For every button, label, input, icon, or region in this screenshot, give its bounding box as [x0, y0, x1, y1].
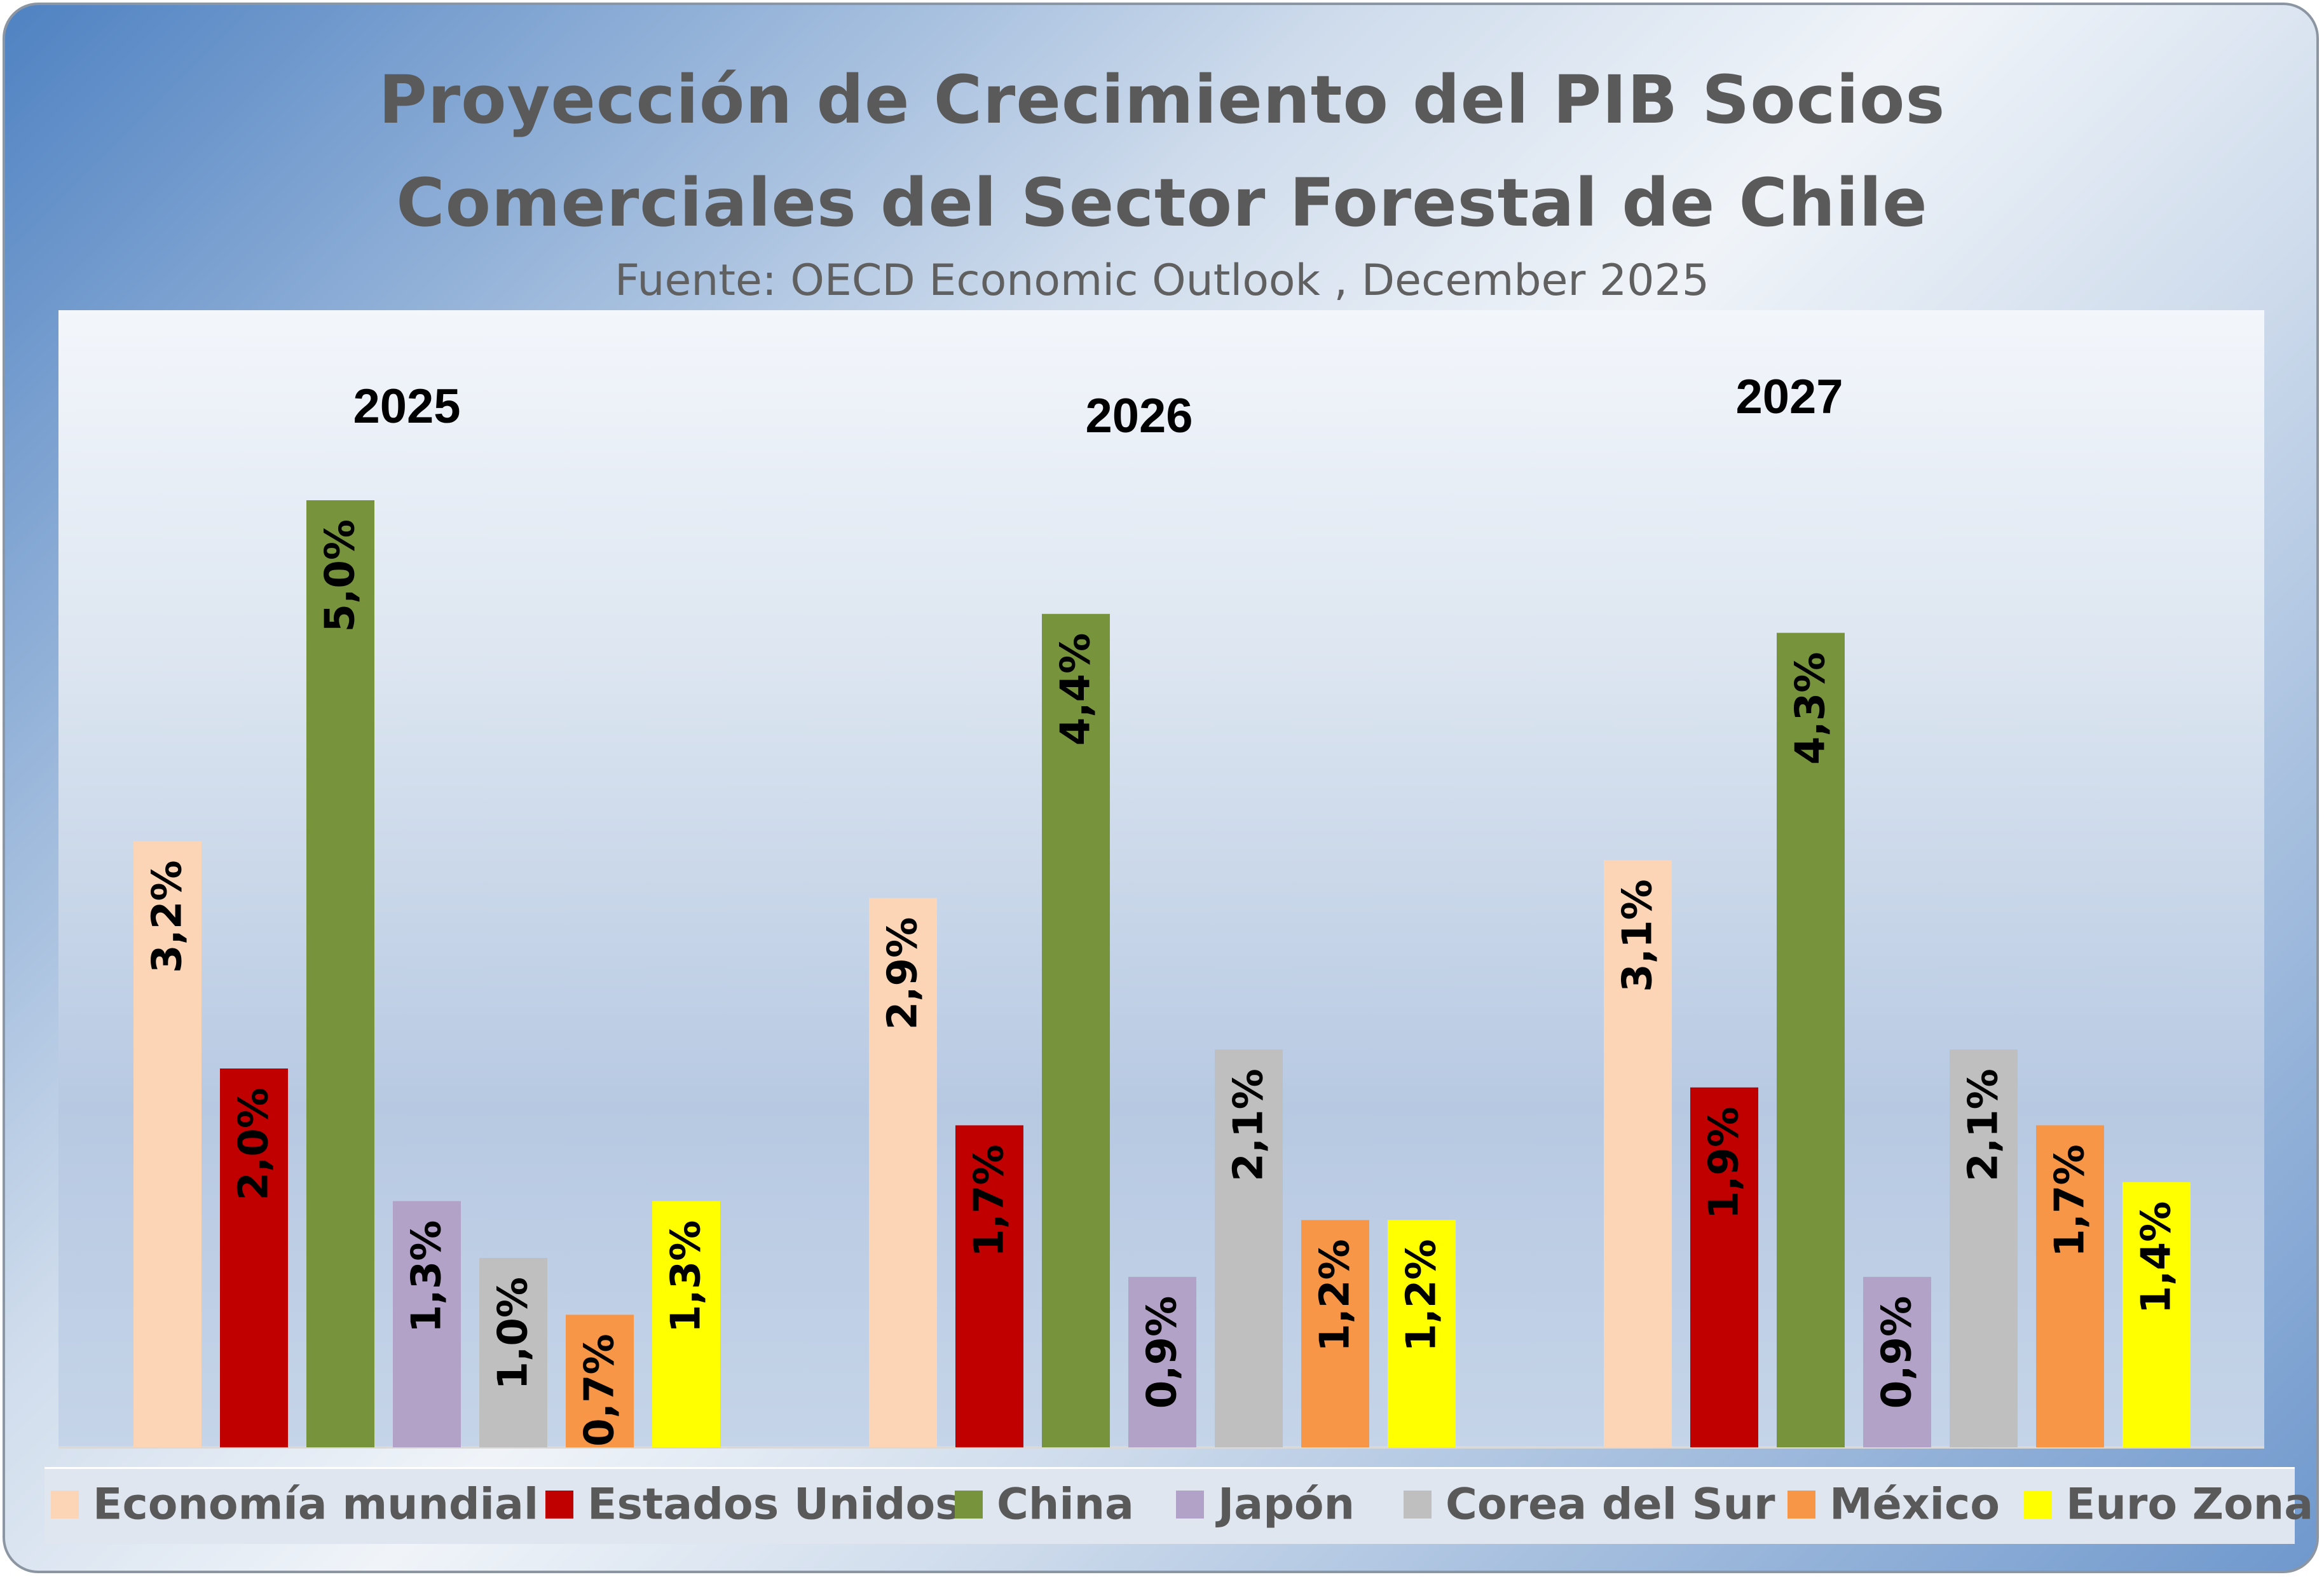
data-label-2026-euro-zona: 1,2% [1398, 1239, 1446, 1351]
data-label-2027-economía-mundial: 3,1% [1615, 879, 1662, 992]
chart-title-line-1: Proyección de Crecimiento del PIB Socios [378, 61, 1946, 139]
data-label-2026-economía-mundial: 2,9% [880, 917, 927, 1030]
bar-2025-china [306, 500, 374, 1447]
bar-2025-estados-unidos [220, 1068, 288, 1447]
bar-2026-economía-mundial [869, 898, 937, 1447]
year-label-2025: 2025 [353, 379, 460, 434]
legend-label-méxico: México [1829, 1480, 2000, 1530]
legend-swatch-economía-mundial [51, 1491, 79, 1519]
legend-swatch-méxico [1787, 1491, 1815, 1519]
bar-2027-estados-unidos [1690, 1087, 1758, 1447]
legend-swatch-japón [1176, 1491, 1204, 1519]
data-label-2027-china: 4,3% [1787, 652, 1835, 765]
data-label-2027-euro-zona: 1,4% [2133, 1201, 2180, 1314]
chart-subtitle: Fuente: OECD Economic Outlook , December… [614, 256, 1710, 306]
bar-2027-euro-zona [2122, 1182, 2191, 1447]
bar-2027-méxico [2036, 1125, 2104, 1447]
bar-2027-china [1777, 632, 1845, 1447]
legend-swatch-euro-zona [2024, 1491, 2052, 1519]
data-label-2025-estados-unidos: 2,0% [231, 1088, 278, 1201]
bar-2026-japón [1128, 1276, 1196, 1447]
bar-2027-economía-mundial [1604, 860, 1672, 1447]
bar-2025-méxico [566, 1314, 634, 1447]
data-label-2025-japón: 1,3% [404, 1220, 451, 1334]
year-label-2027: 2027 [1735, 370, 1843, 424]
data-label-2026-japón: 0,9% [1139, 1296, 1186, 1409]
legend-swatch-china [955, 1491, 983, 1519]
year-label-2026: 2026 [1085, 389, 1193, 443]
legend-label-china: China [997, 1480, 1134, 1530]
bar-2025-corea-del-sur [479, 1258, 547, 1447]
legend-label-economía-mundial: Economía mundial [93, 1480, 538, 1530]
data-label-2026-estados-unidos: 1,7% [966, 1144, 1013, 1257]
data-label-2025-china: 5,0% [317, 519, 364, 632]
data-label-2026-méxico: 1,2% [1312, 1239, 1359, 1351]
bar-2026-china [1042, 613, 1110, 1447]
data-label-2027-estados-unidos: 1,9% [1701, 1107, 1748, 1220]
bar-2026-estados-unidos [955, 1125, 1023, 1447]
data-label-2025-corea-del-sur: 1,0% [490, 1277, 537, 1390]
legend-label-corea-del-sur: Corea del Sur [1446, 1480, 1775, 1530]
bar-2026-euro-zona [1388, 1220, 1456, 1447]
legend-label-estados-unidos: Estados Unidos [587, 1480, 961, 1530]
bar-2026-méxico [1301, 1220, 1369, 1447]
bar-2025-economía-mundial [133, 841, 202, 1447]
legend-swatch-corea-del-sur [1404, 1491, 1432, 1519]
legend-label-japón: Japón [1215, 1480, 1355, 1530]
data-label-2027-méxico: 1,7% [2047, 1144, 2094, 1257]
bar-2027-corea-del-sur [1950, 1049, 2018, 1447]
legend-band [44, 1467, 2295, 1544]
bar-2025-japón [393, 1201, 461, 1447]
data-label-2027-japón: 0,9% [1874, 1296, 1921, 1409]
data-label-2026-china: 4,4% [1053, 633, 1100, 746]
bar-2025-euro-zona [652, 1201, 720, 1447]
data-label-2027-corea-del-sur: 2,1% [1960, 1068, 2007, 1182]
legend-label-euro-zona: Euro Zona [2066, 1480, 2313, 1530]
chart-title-line-2: Comerciales del Sector Forestal de Chile [396, 164, 1928, 242]
legend-swatch-estados-unidos [545, 1491, 573, 1519]
data-label-2026-corea-del-sur: 2,1% [1226, 1068, 1273, 1182]
bar-2027-japón [1863, 1276, 1931, 1447]
data-label-2025-euro-zona: 1,3% [663, 1220, 710, 1334]
data-label-2025-méxico: 0,7% [577, 1334, 624, 1447]
data-label-2025-economía-mundial: 3,2% [144, 860, 191, 973]
bar-2026-corea-del-sur [1215, 1049, 1283, 1447]
